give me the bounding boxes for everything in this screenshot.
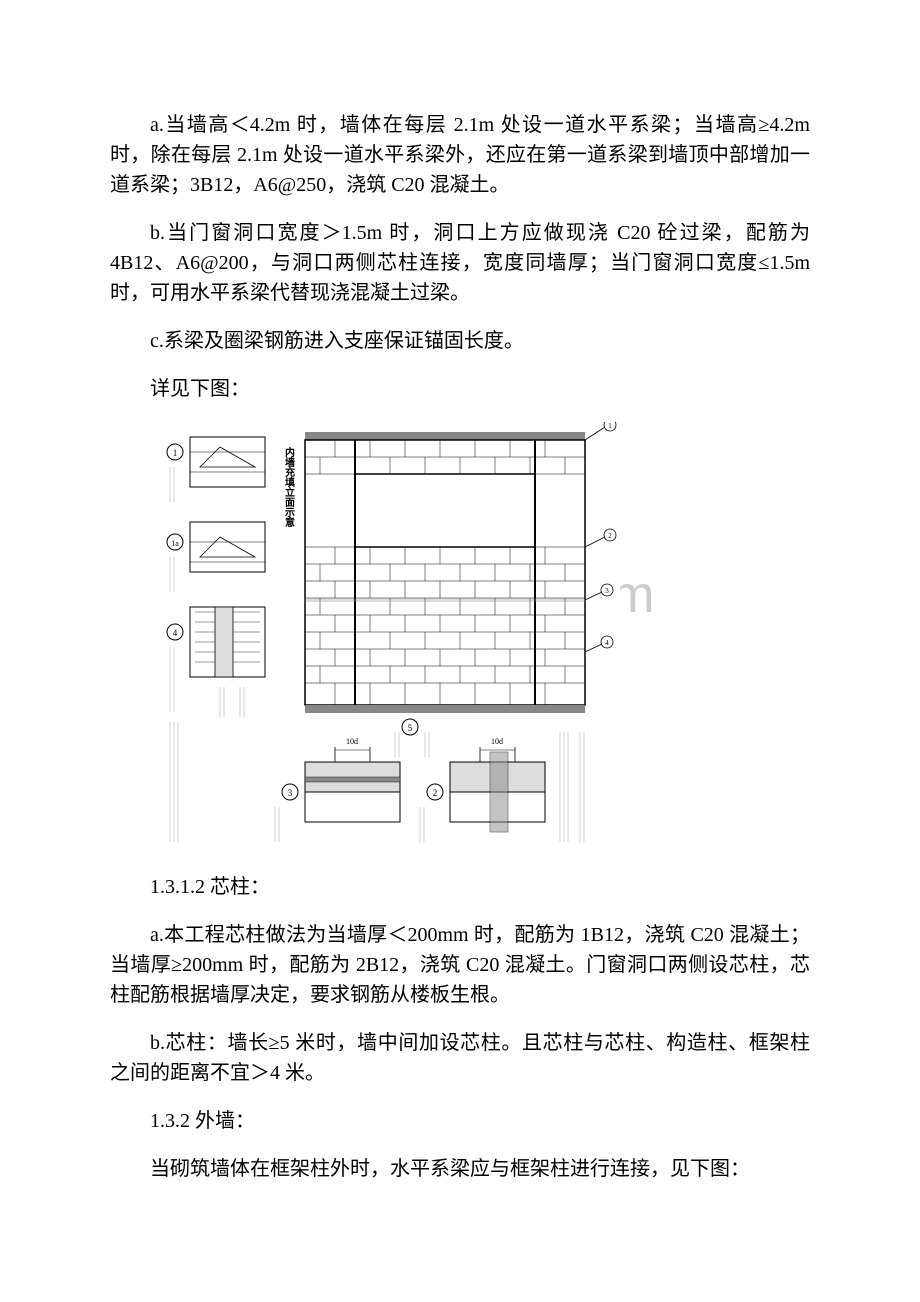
svg-text:1: 1 bbox=[608, 422, 612, 430]
svg-text:4: 4 bbox=[605, 639, 609, 647]
svg-text:4: 4 bbox=[173, 628, 178, 638]
svg-text:2: 2 bbox=[433, 788, 438, 798]
paragraph-a: a.当墙高＜4.2m 时，墙体在每层 2.1m 处设一道水平系梁；当墙高≥4.2… bbox=[110, 110, 810, 200]
paragraph-core-a: a.本工程芯柱做法为当墙厚＜200mm 时，配筋为 1B12，浇筑 C20 混凝… bbox=[110, 920, 810, 1010]
diagram-title-vertical: 内墙充填立面示意 bbox=[283, 446, 295, 528]
svg-text:内墙充填立面示意: 内墙充填立面示意 bbox=[283, 446, 295, 528]
wall-elevation bbox=[305, 432, 585, 713]
paragraph-b: b.当门窗洞口宽度＞1.5m 时，洞口上方应做现浇 C20 砼过梁，配筋为 4B… bbox=[110, 218, 810, 308]
svg-text:5: 5 bbox=[408, 723, 413, 733]
svg-text:3: 3 bbox=[605, 587, 609, 595]
paragraph-section-1312: 1.3.1.2 芯柱： bbox=[110, 872, 810, 902]
bottom-details: 5 3 10d 2 bbox=[282, 719, 545, 832]
technical-diagram: 内墙充填立面示意 1 1a bbox=[160, 422, 620, 852]
svg-text:3: 3 bbox=[288, 788, 293, 798]
paragraph-detail-label: 详见下图： bbox=[110, 374, 810, 404]
svg-text:10d: 10d bbox=[491, 737, 503, 746]
svg-text:10d: 10d bbox=[346, 737, 358, 746]
paragraph-outer-wall: 当砌筑墙体在框架柱外时，水平系梁应与框架柱进行连接，见下图： bbox=[110, 1154, 810, 1184]
svg-text:2: 2 bbox=[608, 532, 612, 540]
paragraph-c: c.系梁及圈梁钢筋进入支座保证锚固长度。 bbox=[110, 326, 810, 356]
paragraph-section-132: 1.3.2 外墙： bbox=[110, 1106, 810, 1136]
paragraph-core-b: b.芯柱：墙长≥5 米时，墙中间加设芯柱。且芯柱与芯柱、构造柱、框架柱之间的距离… bbox=[110, 1028, 810, 1088]
svg-text:1a: 1a bbox=[171, 539, 179, 548]
right-markers: 1 2 3 4 bbox=[585, 422, 616, 652]
svg-text:1: 1 bbox=[173, 448, 178, 458]
wall-diagram-svg: 内墙充填立面示意 1 1a bbox=[160, 422, 620, 852]
document-content: a.当墙高＜4.2m 时，墙体在每层 2.1m 处设一道水平系梁；当墙高≥4.2… bbox=[110, 110, 810, 1184]
left-details: 1 1a 4 bbox=[167, 437, 265, 677]
